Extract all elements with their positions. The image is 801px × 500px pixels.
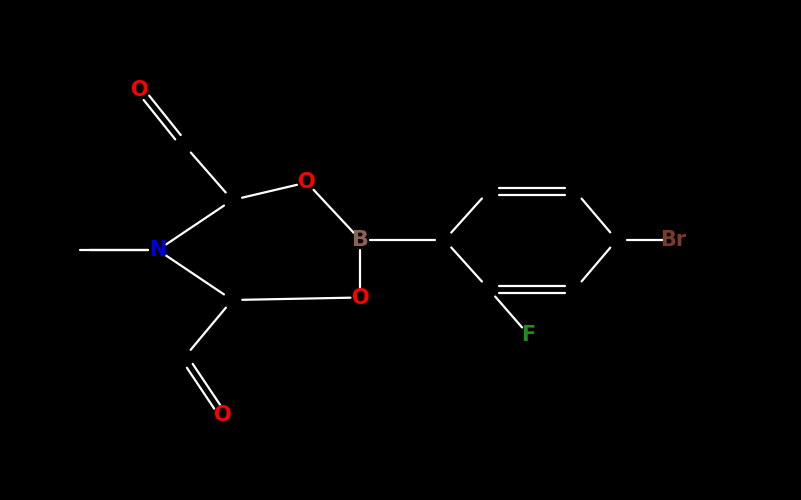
Text: O: O [214,405,231,425]
Text: Br: Br [660,230,686,250]
Text: F: F [521,325,536,345]
Text: O: O [352,288,369,308]
Text: O: O [131,80,149,100]
Text: O: O [298,172,316,193]
Text: B: B [352,230,369,250]
Text: N: N [149,240,167,260]
